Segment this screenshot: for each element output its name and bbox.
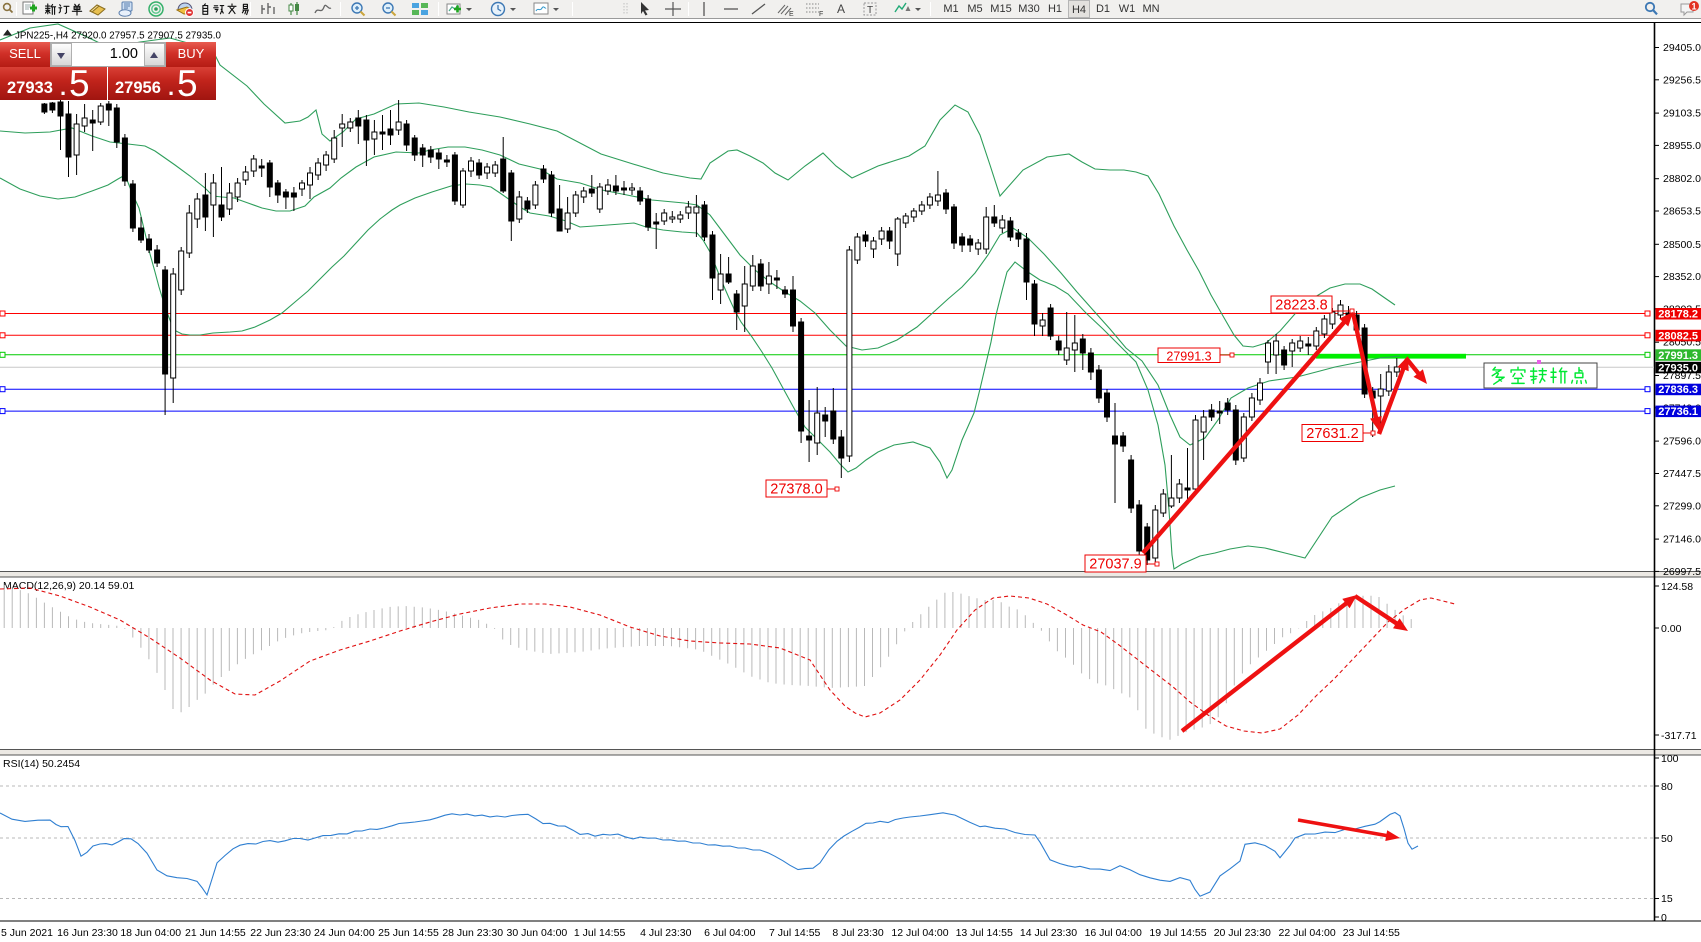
svg-text:28082.5: 28082.5 — [1658, 330, 1698, 342]
svg-text:1: 1 — [1691, 1, 1696, 11]
svg-text:E: E — [789, 11, 794, 17]
svg-text:27447.5: 27447.5 — [1663, 468, 1701, 480]
svg-text:7 Jul 14:55: 7 Jul 14:55 — [769, 927, 821, 939]
svg-text:22 Jul 04:00: 22 Jul 04:00 — [1278, 927, 1335, 939]
svg-text:MACD(12,26,9) 20.14 59.01: MACD(12,26,9) 20.14 59.01 — [3, 580, 134, 592]
svg-text:27836.3: 27836.3 — [1658, 384, 1698, 396]
svg-text:18 Jun 04:00: 18 Jun 04:00 — [120, 927, 181, 939]
svg-text:29103.5: 29103.5 — [1663, 108, 1701, 120]
svg-text:JPN225-,H4 27920.0 27957.5 27: JPN225-,H4 27920.0 27957.5 27907.5 27935… — [15, 31, 221, 42]
svg-text:26997.5: 26997.5 — [1663, 566, 1701, 578]
svg-text:124.58: 124.58 — [1661, 581, 1693, 593]
svg-text:22 Jun 23:30: 22 Jun 23:30 — [250, 927, 311, 939]
svg-text:14 Jul 23:30: 14 Jul 23:30 — [1020, 927, 1077, 939]
svg-text:15: 15 — [1661, 893, 1673, 905]
svg-text:28802.0: 28802.0 — [1663, 173, 1701, 185]
svg-text:27991.3: 27991.3 — [1166, 349, 1211, 363]
svg-text:28223.8: 28223.8 — [1275, 298, 1327, 314]
svg-text:27378.0: 27378.0 — [770, 482, 822, 498]
svg-text:27037.9: 27037.9 — [1089, 557, 1141, 573]
svg-text:24 Jun 04:00: 24 Jun 04:00 — [314, 927, 375, 939]
svg-text:6 Jul 04:00: 6 Jul 04:00 — [704, 927, 756, 939]
svg-text:27299.0: 27299.0 — [1663, 500, 1701, 512]
svg-text:80: 80 — [1661, 781, 1673, 793]
svg-text:27736.1: 27736.1 — [1658, 406, 1698, 418]
svg-text:5 Jun 2021: 5 Jun 2021 — [1, 927, 53, 939]
svg-text:28352.0: 28352.0 — [1663, 271, 1701, 283]
svg-text:RSI(14) 50.2454: RSI(14) 50.2454 — [3, 758, 80, 770]
svg-text:28 Jun 23:30: 28 Jun 23:30 — [442, 927, 503, 939]
svg-text:0.00: 0.00 — [1661, 623, 1682, 635]
svg-text:0: 0 — [1661, 912, 1667, 924]
svg-text:27991.3: 27991.3 — [1658, 350, 1698, 362]
svg-text:29256.5: 29256.5 — [1663, 74, 1701, 86]
svg-text:4 Jul 23:30: 4 Jul 23:30 — [640, 927, 692, 939]
svg-text:30 Jun 04:00: 30 Jun 04:00 — [507, 927, 568, 939]
svg-text:12 Jul 04:00: 12 Jul 04:00 — [891, 927, 948, 939]
svg-text:28653.5: 28653.5 — [1663, 206, 1701, 218]
svg-text:16 Jun 23:30: 16 Jun 23:30 — [57, 927, 118, 939]
svg-text:19 Jul 14:55: 19 Jul 14:55 — [1149, 927, 1206, 939]
svg-text:100: 100 — [1661, 753, 1679, 765]
svg-text:23 Jul 14:55: 23 Jul 14:55 — [1343, 927, 1400, 939]
svg-text:27146.0: 27146.0 — [1663, 534, 1701, 546]
svg-text:27596.0: 27596.0 — [1663, 436, 1701, 448]
svg-text:28955.0: 28955.0 — [1663, 140, 1701, 152]
svg-text:16 Jul 04:00: 16 Jul 04:00 — [1085, 927, 1142, 939]
svg-text:28178.2: 28178.2 — [1658, 309, 1698, 321]
svg-text:-317.71: -317.71 — [1661, 730, 1697, 742]
svg-text:F: F — [819, 11, 823, 17]
svg-text:21 Jun 14:55: 21 Jun 14:55 — [185, 927, 246, 939]
svg-text:29405.0: 29405.0 — [1663, 42, 1701, 54]
svg-text:1 Jul 14:55: 1 Jul 14:55 — [574, 927, 626, 939]
svg-text:28500.5: 28500.5 — [1663, 239, 1701, 251]
svg-text:T: T — [867, 5, 873, 16]
svg-text:27935.0: 27935.0 — [1658, 362, 1698, 374]
svg-text:27631.2: 27631.2 — [1306, 426, 1358, 442]
svg-text:25 Jun 14:55: 25 Jun 14:55 — [378, 927, 439, 939]
svg-text:50: 50 — [1661, 833, 1673, 845]
svg-text:13 Jul 14:55: 13 Jul 14:55 — [956, 927, 1013, 939]
svg-text:8 Jul 23:30: 8 Jul 23:30 — [832, 927, 884, 939]
svg-text:20 Jul 23:30: 20 Jul 23:30 — [1214, 927, 1271, 939]
